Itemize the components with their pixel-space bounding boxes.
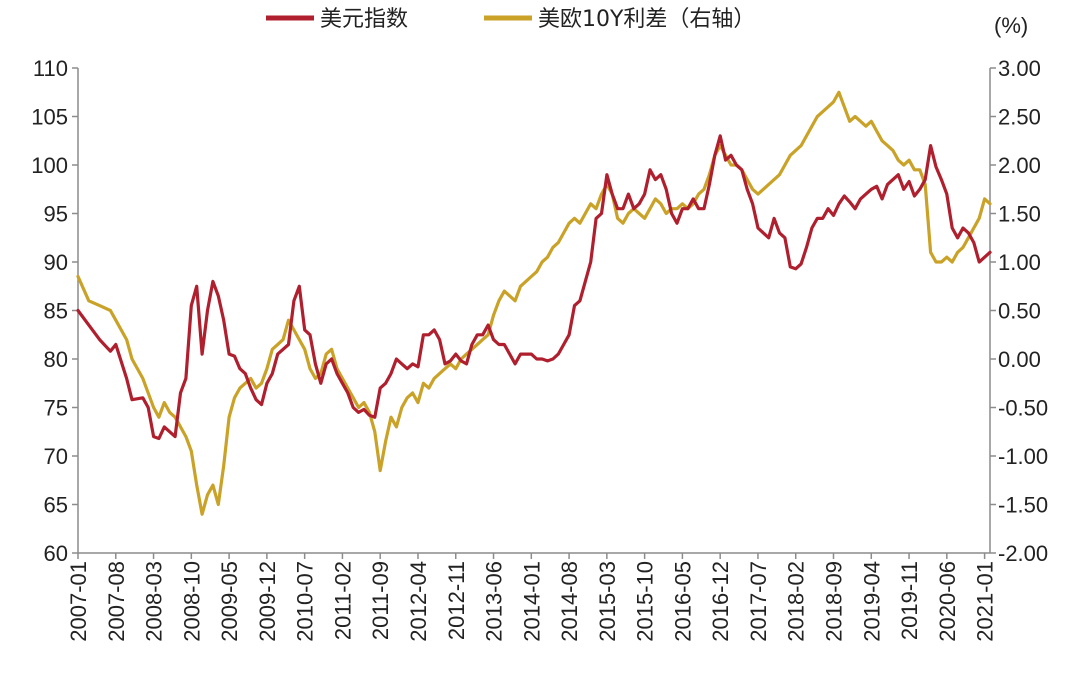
legend-label-us-eu-spread: 美欧10Y利差（右轴） [538, 7, 755, 32]
x-tick-label: 2018-02 [784, 561, 809, 642]
right-y-tick-label: 2.50 [998, 105, 1041, 130]
series-line-dollar-index [76, 134, 992, 441]
x-tick-label: 2010-07 [293, 561, 318, 642]
right-y-tick-label: 1.00 [998, 250, 1041, 275]
x-tick-label: 2021-01 [973, 561, 998, 642]
x-tick-label: 2019-11 [897, 561, 922, 640]
x-tick-label: 2018-09 [822, 561, 847, 642]
x-tick-label: 2014-08 [557, 561, 582, 642]
x-tick-label: 2013-06 [482, 561, 507, 642]
left-y-tick-label: 70 [44, 444, 68, 469]
right-y-tick-label: 2.00 [998, 153, 1041, 178]
right-y-tick-label: -0.50 [998, 396, 1048, 421]
x-tick-label: 2014-01 [519, 561, 544, 642]
x-tick-label: 2015-03 [595, 561, 620, 642]
x-tick-label: 2017-07 [746, 561, 771, 642]
right-axis-unit-label: (%) [994, 13, 1028, 38]
left-y-tick-label: 110 [33, 56, 68, 81]
legend-label-dollar-index: 美元指数 [320, 7, 408, 32]
right-y-tick-label: 0.50 [998, 299, 1041, 324]
series-line-us-eu-10y-spread [76, 90, 992, 516]
x-tick-label: 2007-08 [104, 561, 129, 642]
x-tick-label: 2011-09 [368, 561, 393, 640]
x-tick-label: 2020-06 [935, 561, 960, 642]
x-tick-label: 2012-04 [406, 561, 431, 642]
left-y-tick-label: 65 [44, 493, 68, 518]
left-y-tick-label: 95 [44, 202, 68, 227]
left-y-tick-label: 60 [44, 541, 68, 566]
left-y-tick-label: 100 [31, 153, 68, 178]
right-y-tick-label: 3.00 [998, 56, 1041, 81]
x-tick-label: 2015-10 [633, 561, 658, 642]
right-y-tick-label: 0.00 [998, 347, 1041, 372]
x-tick-label: 2008-03 [142, 561, 167, 642]
left-y-tick-label: 75 [44, 396, 68, 421]
x-tick-label: 2011-02 [330, 561, 355, 640]
chart-series [76, 90, 992, 516]
right-y-tick-label: -2.00 [998, 541, 1048, 566]
x-tick-label: 2008-10 [179, 561, 204, 642]
left-y-tick-label: 85 [44, 299, 68, 324]
left-y-tick-label: 90 [44, 250, 68, 275]
x-tick-label: 2019-04 [859, 561, 884, 642]
left-y-tick-label: 105 [31, 105, 68, 130]
chart-legend: 美元指数 美欧10Y利差（右轴） [266, 7, 755, 32]
right-y-tick-label: -1.50 [998, 493, 1048, 518]
left-y-tick-label: 80 [44, 347, 68, 372]
x-tick-label: 2016-12 [708, 561, 733, 642]
right-y-tick-label: 1.50 [998, 202, 1041, 227]
x-tick-label: 2009-05 [217, 561, 242, 642]
chart-axes: 60 65 70 75 80 85 90 95 100 105 110 -2.00 -1.50 -1.00… [31, 56, 1048, 642]
x-tick-label: 2009-12 [255, 561, 280, 642]
x-tick-label: 2007-01 [66, 561, 91, 642]
x-tick-label: 2016-05 [670, 561, 695, 642]
x-tick-label: 2012-11 [444, 561, 469, 640]
right-y-tick-label: -1.00 [998, 444, 1048, 469]
